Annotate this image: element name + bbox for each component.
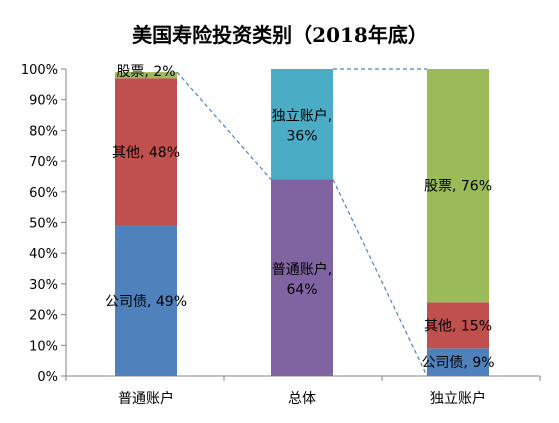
x-tick-label: 独立账户 bbox=[430, 390, 486, 407]
y-tick-label: 0% bbox=[37, 370, 58, 385]
x-tick-label: 总体 bbox=[288, 391, 316, 407]
bar-segment bbox=[271, 179, 333, 376]
data-label: 独立账户, 36% bbox=[272, 107, 332, 144]
connector-line bbox=[332, 179, 428, 377]
data-label: 股票, 76% bbox=[424, 179, 492, 195]
bar-segment bbox=[115, 72, 177, 79]
bar-segment bbox=[427, 302, 489, 349]
x-tick-label: 普通账户 bbox=[118, 390, 174, 407]
data-label: 其他, 48% bbox=[112, 145, 180, 161]
y-tick-label: 10% bbox=[29, 339, 58, 354]
y-tick-label: 70% bbox=[29, 155, 58, 170]
data-label: 普通账户, 64% bbox=[272, 261, 332, 298]
bars bbox=[115, 69, 489, 376]
data-labels: 公司债, 49% 其他, 48% 股票, 2% 普通账户, 64% 独立账户, 36% 公司债… bbox=[105, 64, 495, 371]
y-tick-label: 40% bbox=[29, 247, 58, 262]
y-tick-label: 30% bbox=[29, 278, 58, 293]
data-label: 公司债, 9% bbox=[421, 355, 494, 371]
y-tick-label: 60% bbox=[29, 186, 58, 201]
data-label: 其他, 15% bbox=[424, 318, 492, 334]
chart-title: 美国寿险投资类别（2018年底） bbox=[132, 23, 428, 47]
y-tick-label: 80% bbox=[29, 124, 58, 139]
bar-segment bbox=[115, 78, 177, 226]
bar-segment bbox=[427, 348, 489, 376]
y-tick-label: 100% bbox=[21, 63, 58, 78]
y-tick-label: 90% bbox=[29, 94, 58, 109]
y-tick-label: 50% bbox=[29, 217, 58, 232]
data-label: 公司债, 49% bbox=[105, 294, 187, 310]
y-tick-label: 20% bbox=[29, 309, 58, 324]
data-label: 股票, 2% bbox=[116, 64, 175, 80]
y-axis: 0% 10% 20% 30% 40% 50% 60% 70% 80% 90% 100% bbox=[21, 63, 67, 385]
connectors bbox=[176, 68, 428, 377]
bar-segment bbox=[115, 225, 177, 376]
bar-segment bbox=[427, 69, 489, 303]
bar-segment bbox=[271, 69, 333, 180]
connector-line bbox=[176, 71, 272, 180]
x-axis: 普通账户 总体 独立账户 bbox=[65, 375, 541, 407]
